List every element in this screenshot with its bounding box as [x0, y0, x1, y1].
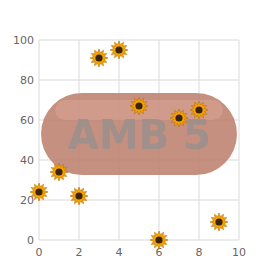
chart-svg: 0204060801000246810AMB 5 — [0, 0, 280, 280]
x-tick-label: 4 — [116, 246, 123, 259]
point — [50, 163, 68, 181]
y-grid-line — [39, 80, 239, 81]
point — [150, 231, 168, 249]
chart: 0204060801000246810AMB 5 — [0, 0, 280, 280]
annotation-text: AMB 5 — [67, 112, 210, 158]
y-tick-label: 0 — [27, 234, 34, 247]
y-tick-label: 100 — [13, 34, 34, 47]
point — [110, 41, 128, 59]
pill-shape — [41, 93, 237, 175]
pill-annotation: AMB 5 — [41, 93, 237, 175]
grid — [39, 40, 239, 240]
y-tick-label: 40 — [20, 154, 34, 167]
point — [170, 109, 188, 127]
x-tick-label: 0 — [36, 246, 43, 259]
x-grid-line — [39, 40, 40, 240]
point — [190, 101, 208, 119]
point — [90, 49, 108, 67]
x-tick-label: 8 — [196, 246, 203, 259]
points — [30, 41, 228, 249]
y-tick-label: 60 — [20, 114, 34, 127]
point — [70, 187, 88, 205]
point — [130, 97, 148, 115]
y-grid-line — [39, 200, 239, 201]
point — [30, 183, 48, 201]
x-tick-label: 10 — [232, 246, 246, 259]
x-grid-line — [239, 40, 240, 240]
y-grid-line — [39, 240, 239, 241]
y-grid-line — [39, 40, 239, 41]
point — [210, 213, 228, 231]
x-tick-label: 2 — [76, 246, 83, 259]
y-tick-label: 80 — [20, 74, 34, 87]
